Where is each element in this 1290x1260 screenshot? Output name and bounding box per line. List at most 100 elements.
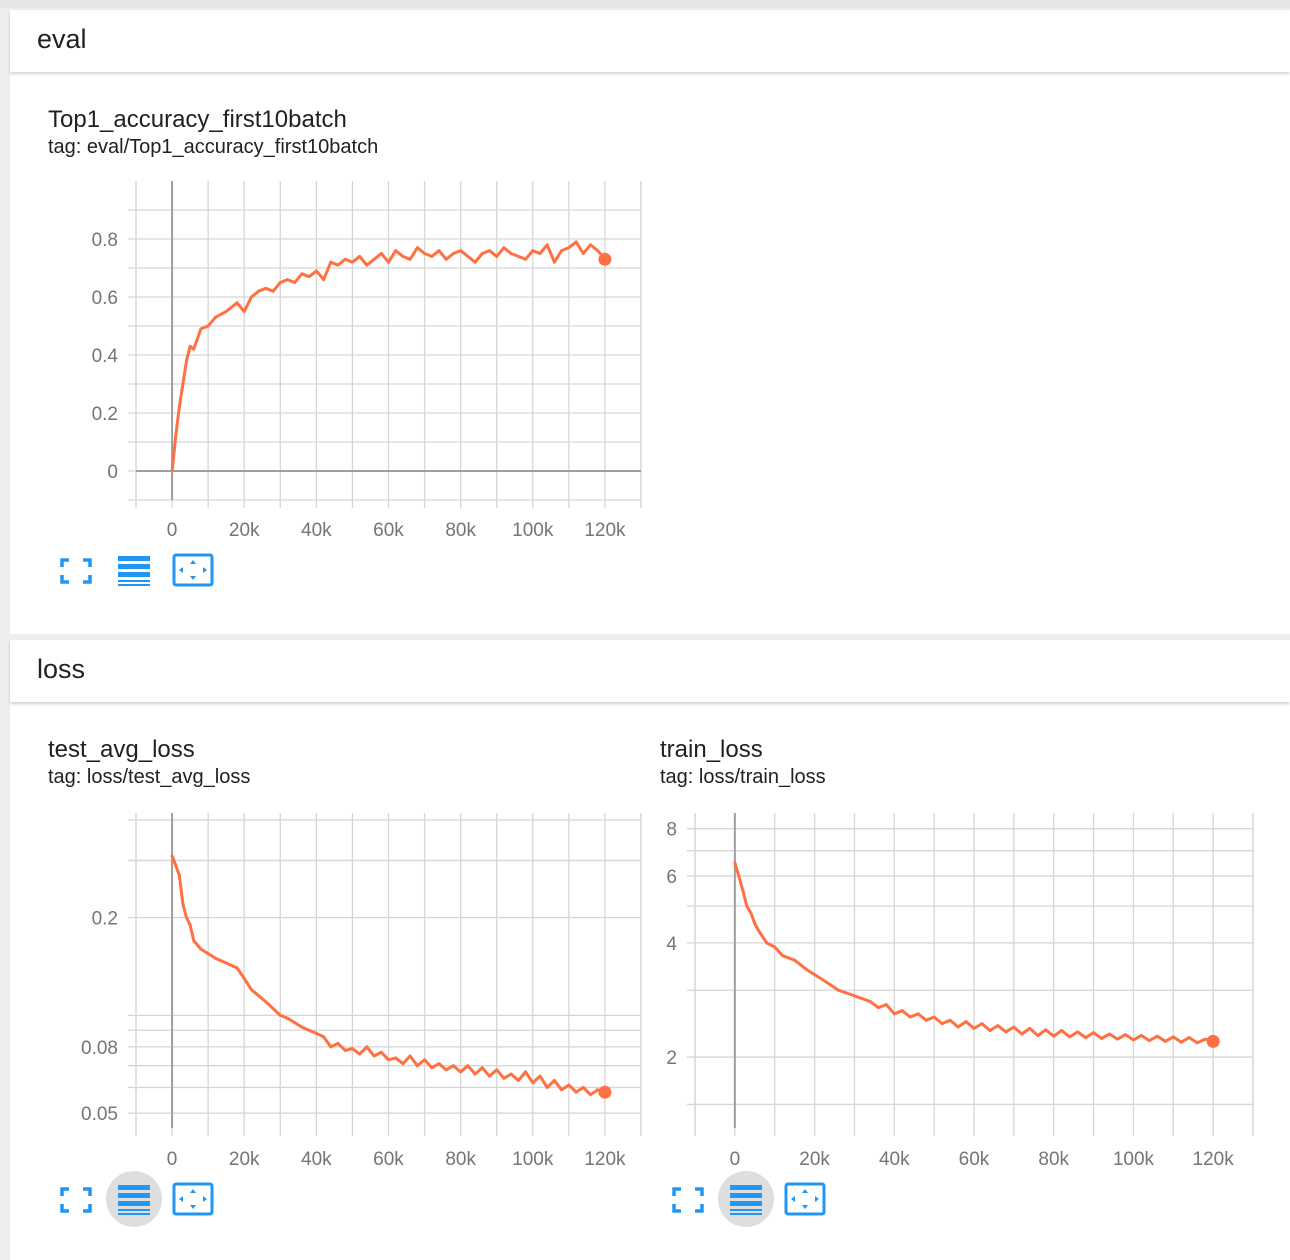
data-point — [813, 973, 816, 976]
data-point — [206, 952, 210, 955]
data-point — [741, 889, 745, 892]
data-point — [509, 252, 513, 255]
card-title: Top1_accuracy_first10batch — [48, 106, 347, 133]
data-point — [1171, 1035, 1175, 1039]
data-point — [177, 405, 181, 409]
data-point — [329, 260, 333, 264]
y-tick-label: 0.05 — [81, 1104, 118, 1125]
data-point — [177, 873, 181, 877]
fit-domain-button[interactable] — [164, 543, 220, 599]
data-point — [538, 252, 542, 255]
x-tick-label: 100k — [1113, 1149, 1155, 1170]
data-point — [837, 988, 840, 992]
section-header-loss[interactable]: loss — [10, 640, 1290, 702]
data-point — [596, 249, 600, 253]
data-point — [213, 315, 217, 319]
toggle-log-scale-button[interactable] — [106, 543, 162, 599]
x-tick-label: 80k — [1038, 1149, 1069, 1170]
data-point — [271, 1007, 275, 1010]
list-icon — [118, 1185, 150, 1215]
data-point — [773, 945, 777, 949]
fullscreen-button[interactable] — [48, 543, 104, 599]
data-point — [495, 1068, 499, 1072]
data-point — [322, 278, 325, 281]
data-point — [314, 1032, 318, 1035]
data-point — [224, 961, 228, 965]
data-point — [415, 246, 419, 250]
data-point — [444, 1068, 448, 1072]
data-point — [1140, 1034, 1143, 1037]
x-tick-label: 20k — [799, 1149, 830, 1170]
data-point — [531, 249, 535, 253]
toggle-log-scale-button[interactable] — [106, 1172, 162, 1228]
data-point — [781, 954, 785, 958]
data-point — [531, 1081, 535, 1085]
data-point — [213, 956, 217, 960]
data-point — [365, 1045, 369, 1049]
data-point — [956, 1025, 960, 1029]
toggle-log-scale-button[interactable] — [718, 1172, 774, 1228]
data-point — [336, 1041, 340, 1045]
data-point — [1155, 1034, 1159, 1038]
data-point — [488, 249, 491, 253]
fit-domain-button[interactable] — [776, 1172, 832, 1228]
x-tick-label: 100k — [512, 520, 554, 541]
top-strip — [0, 0, 1290, 8]
data-point — [553, 1079, 556, 1082]
data-point — [916, 1012, 920, 1016]
data-point — [749, 911, 753, 915]
x-tick-label: 0 — [730, 1149, 741, 1170]
data-point — [188, 923, 192, 927]
data-point — [185, 359, 188, 363]
data-point — [1036, 1034, 1040, 1037]
data-point — [224, 310, 228, 313]
data-point — [185, 916, 188, 920]
data-point — [1100, 1036, 1103, 1040]
data-point — [437, 1062, 441, 1066]
data-point — [589, 1093, 592, 1097]
data-point — [1147, 1039, 1151, 1042]
data-point — [1108, 1032, 1111, 1036]
x-tick-label: 40k — [301, 1149, 332, 1170]
data-point — [307, 275, 311, 279]
data-point — [733, 861, 737, 865]
data-point — [192, 939, 196, 942]
data-point — [1044, 1028, 1048, 1032]
last-value-marker — [598, 1085, 612, 1099]
data-point — [206, 324, 210, 328]
data-point — [495, 255, 499, 258]
fullscreen-icon — [672, 1187, 704, 1213]
data-point — [892, 1012, 896, 1016]
x-tick-label: 20k — [229, 1149, 260, 1170]
data-point — [545, 1086, 549, 1089]
data-point — [423, 1058, 426, 1062]
fit-domain-button[interactable] — [164, 1172, 220, 1228]
chart-card-top1-accuracy: Top1_accuracy_first10batch tag: eval/Top… — [48, 106, 648, 606]
data-point — [589, 243, 592, 247]
data-point — [242, 976, 246, 980]
y-tick-label: 0.6 — [92, 288, 118, 309]
data-point — [459, 249, 463, 253]
list-icon — [730, 1185, 762, 1215]
data-point — [1116, 1037, 1119, 1041]
data-point — [473, 260, 477, 264]
data-point — [423, 252, 426, 255]
data-point — [430, 1066, 434, 1070]
fullscreen-button[interactable] — [48, 1172, 104, 1228]
x-tick-label: 60k — [959, 1149, 990, 1170]
x-tick-label: 40k — [879, 1149, 910, 1170]
data-point — [1203, 1037, 1207, 1041]
data-point — [845, 991, 848, 995]
data-point — [829, 983, 832, 987]
data-point — [502, 246, 506, 250]
y-tick-label: 0.8 — [92, 230, 118, 251]
data-point — [264, 1000, 268, 1004]
y-tick-label: 6 — [666, 867, 677, 888]
data-point — [581, 252, 585, 255]
fullscreen-button[interactable] — [660, 1172, 716, 1228]
data-point — [170, 854, 174, 858]
section-header-eval[interactable]: eval — [10, 10, 1290, 72]
data-point — [379, 252, 383, 255]
data-point — [1179, 1040, 1183, 1044]
